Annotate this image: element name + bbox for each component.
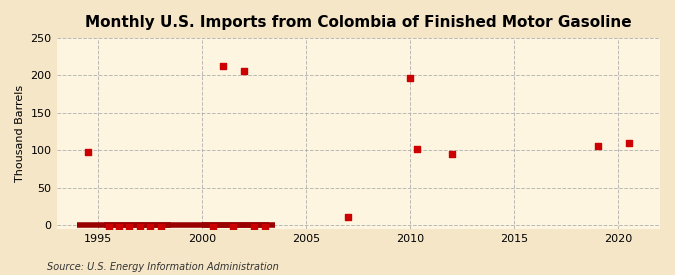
Point [249, 225, 260, 229]
Point [228, 225, 239, 229]
Point [134, 225, 145, 229]
Point [342, 215, 353, 220]
Y-axis label: Thousand Barrels: Thousand Barrels [15, 85, 25, 182]
Point [124, 225, 135, 229]
Point [624, 141, 634, 146]
Point [446, 152, 457, 156]
Point [155, 225, 166, 229]
Point [103, 225, 114, 229]
Point [592, 144, 603, 149]
Point [411, 147, 422, 152]
Point [259, 225, 270, 229]
Point [144, 225, 155, 229]
Point [217, 64, 228, 68]
Point [207, 225, 218, 229]
Point [82, 150, 93, 155]
Point [238, 69, 249, 73]
Point [405, 76, 416, 80]
Point [113, 225, 124, 229]
Title: Monthly U.S. Imports from Colombia of Finished Motor Gasoline: Monthly U.S. Imports from Colombia of Fi… [85, 15, 632, 30]
Text: Source: U.S. Energy Information Administration: Source: U.S. Energy Information Administ… [47, 262, 279, 272]
